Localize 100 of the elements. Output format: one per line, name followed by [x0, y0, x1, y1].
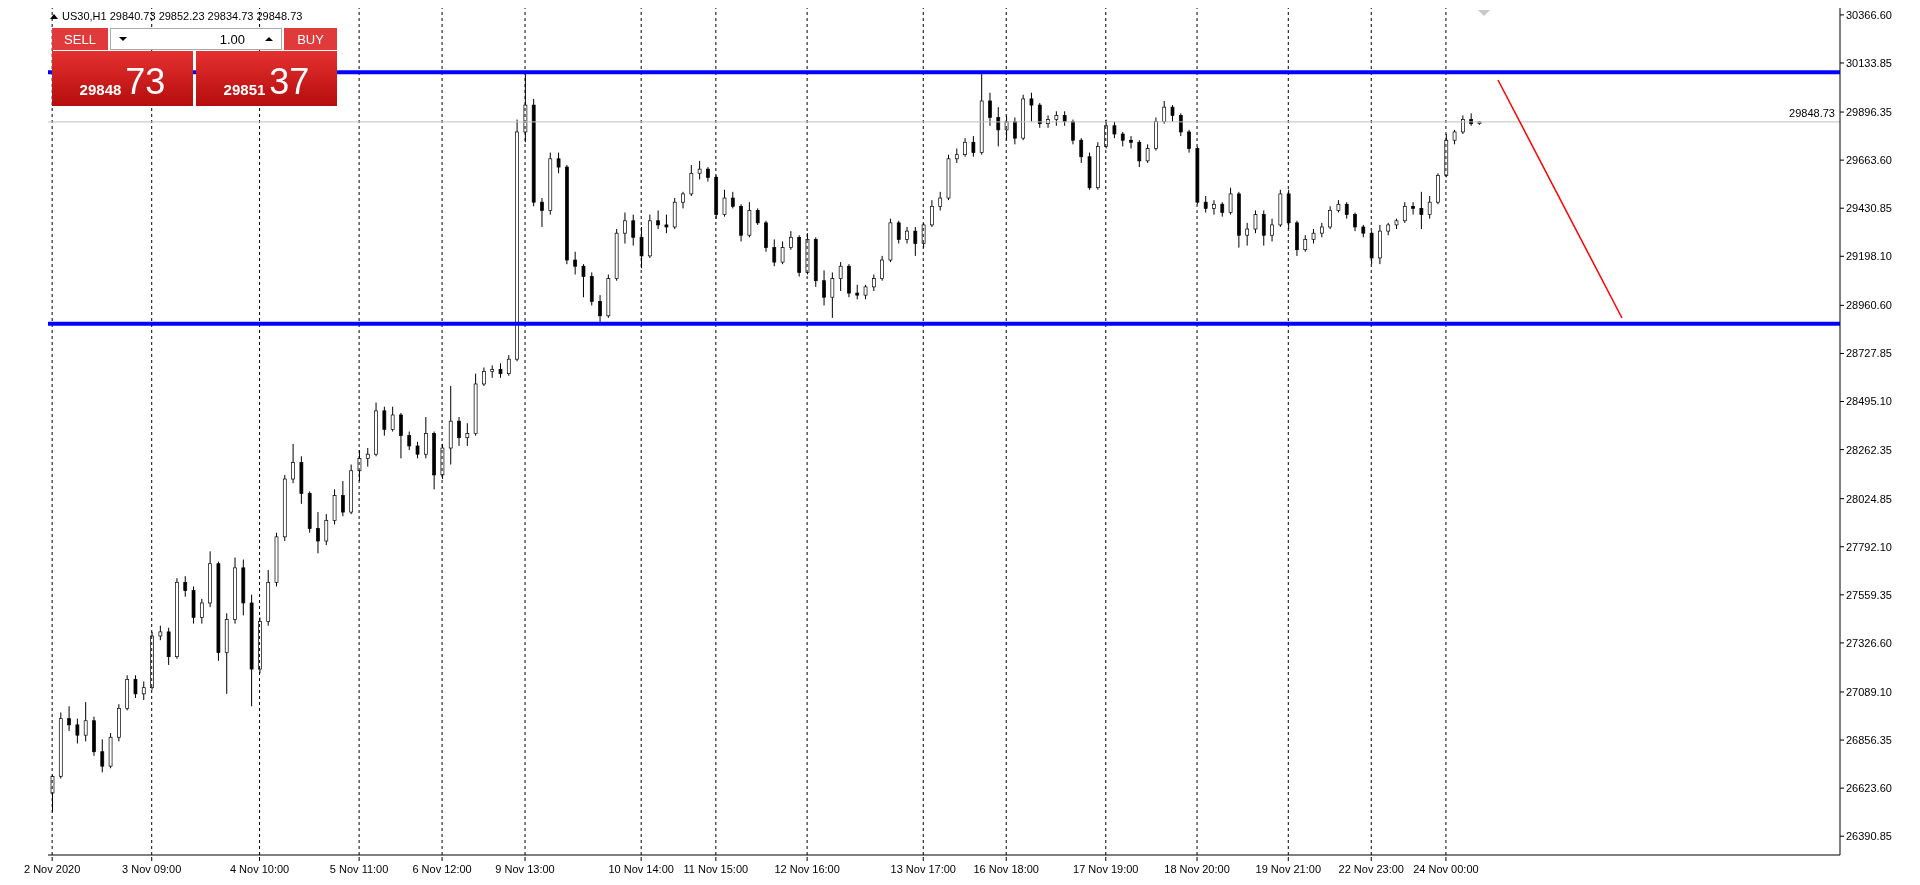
candlestick: [1261, 209, 1266, 247]
candlestick: [1427, 195, 1432, 220]
candlestick: [1245, 222, 1250, 247]
candlestick: [183, 575, 188, 598]
y-tick-label: 26390.85: [1846, 830, 1892, 843]
x-tick-label: 10 Nov 14:00: [608, 863, 674, 875]
candlestick: [656, 209, 660, 230]
candlestick: [896, 220, 901, 245]
candlestick: [1129, 135, 1133, 149]
x-tick-label: 3 Nov 09:00: [122, 863, 182, 875]
candlestick: [407, 431, 412, 451]
candlestick: [291, 443, 295, 484]
candlestick: [382, 406, 387, 437]
candlestick: [423, 416, 428, 459]
candlestick: [324, 513, 329, 546]
y-tick-label: 29430.85: [1846, 202, 1892, 215]
candlestick: [789, 230, 793, 251]
x-tick-label: 17 Nov 19:00: [1073, 863, 1139, 875]
y-tick-label: 30133.85: [1846, 56, 1892, 69]
candlestick: [664, 214, 669, 234]
x-tick-label: 2 Nov 2020: [24, 863, 81, 875]
y-tick-label: 26856.35: [1846, 733, 1892, 746]
candlestick: [623, 212, 627, 245]
y-tick-label: 29663.60: [1846, 154, 1892, 167]
y-tick-label: 29198.10: [1846, 250, 1892, 263]
candlestick: [399, 412, 403, 459]
candlestick: [141, 680, 146, 701]
candlestick: [1253, 209, 1258, 234]
candlestick: [1228, 187, 1233, 216]
candlestick: [822, 269, 826, 306]
candlestick: [880, 255, 884, 282]
candlestick: [1071, 119, 1075, 145]
candlestick: [67, 705, 71, 732]
candlestick: [133, 674, 138, 699]
annotation: 29851: [223, 81, 266, 98]
candlestick: [1402, 201, 1407, 224]
candlestick: [365, 447, 370, 468]
candlestick: [697, 160, 702, 180]
x-tick-label: 19 Nov 21:00: [1255, 863, 1322, 875]
y-tick-label: 28262.35: [1846, 443, 1892, 456]
candlestick: [938, 191, 943, 211]
candlestick: [631, 214, 636, 247]
x-tick-label: 16 Nov 18:00: [973, 863, 1039, 875]
candlestick: [573, 251, 578, 275]
annotation: 37: [269, 61, 310, 102]
candlestick: [971, 135, 976, 158]
x-tick-label: 11 Nov 15:00: [683, 863, 749, 875]
candlestick: [988, 92, 992, 127]
x-tick-label: 5 Nov 11:00: [329, 863, 389, 875]
candlestick: [1328, 205, 1332, 230]
y-tick-label: 27559.35: [1846, 588, 1892, 601]
candlestick: [963, 137, 967, 158]
candlestick: [1079, 137, 1084, 164]
candlestick: [1419, 191, 1424, 230]
y-tick-label: 26623.60: [1846, 782, 1892, 795]
candlestick: [390, 406, 395, 432]
candlestick: [341, 480, 345, 517]
candlestick: [913, 226, 918, 257]
candlestick: [1145, 143, 1150, 164]
annotation: 29848: [79, 81, 122, 98]
candlestick: [598, 294, 602, 323]
y-tick-label: 28727.85: [1846, 347, 1892, 360]
annotation: SELL: [52, 28, 108, 50]
annotation: 1.00: [219, 32, 245, 47]
candlestick: [1029, 92, 1034, 123]
candlestick: [1162, 100, 1167, 125]
x-tick-label: 9 Nov 13:00: [495, 863, 555, 875]
candlestick: [100, 738, 105, 773]
y-tick-label: 27089.10: [1846, 685, 1892, 698]
candlestick: [1013, 116, 1017, 145]
candlestick: [506, 354, 511, 377]
y-tick-label: 27792.10: [1846, 540, 1892, 553]
y-tick-label: 29896.35: [1846, 105, 1892, 118]
candlestick: [581, 263, 586, 298]
candlestick: [722, 189, 727, 218]
candlestick: [1212, 199, 1216, 216]
chart-title: US30,H1 29840.73 29852.23 29834.73 29848.73: [62, 10, 303, 22]
candlestick: [75, 718, 80, 744]
x-tick-label: 6 Nov 12:00: [412, 863, 472, 875]
candlestick: [465, 422, 470, 447]
candlestick: [1137, 139, 1142, 168]
x-tick-label: 12 Nov 16:00: [774, 863, 840, 875]
candlestick: [199, 598, 204, 625]
candlestick: [996, 106, 1001, 147]
candlestick: [316, 511, 320, 554]
y-tick-label: 28960.60: [1846, 299, 1892, 312]
candlestick: [689, 164, 694, 197]
candlestick: [83, 701, 88, 742]
x-tick-label: 13 Nov 17:00: [890, 863, 956, 875]
candlestick: [482, 366, 486, 387]
candlestick: [1187, 129, 1191, 154]
y-tick-label: 30366.60: [1846, 8, 1892, 21]
candlestick: [1270, 218, 1274, 242]
annotation: 73: [125, 61, 166, 102]
candlestick: [930, 199, 934, 228]
y-tick-label: 28024.85: [1846, 492, 1892, 505]
y-tick-label: 27326.60: [1846, 636, 1892, 649]
ref-line-label: 29848.73: [1789, 106, 1835, 119]
candlestick: [780, 240, 785, 265]
x-tick-label: 24 Nov 00:00: [1413, 863, 1479, 875]
